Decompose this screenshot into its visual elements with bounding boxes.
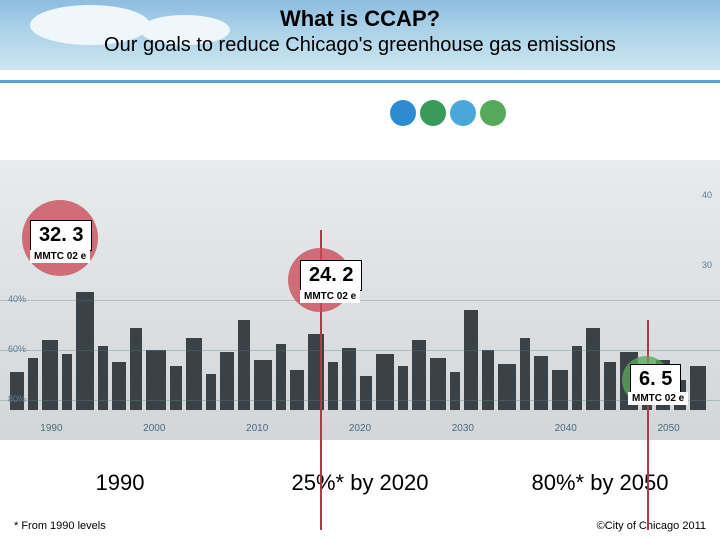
x-year-label: 2050 [617, 423, 720, 434]
building [220, 352, 234, 410]
building [238, 320, 250, 410]
data-value: 32. 3 [30, 220, 92, 251]
y-pct-label: 40% [8, 294, 26, 304]
building [112, 362, 126, 410]
divider-line [0, 80, 720, 83]
bottom-label-1990: 1990 [0, 470, 240, 496]
x-year-label: 2020 [309, 423, 412, 434]
decor-circle [450, 100, 476, 126]
data-unit: MMTC 02 e [30, 250, 90, 263]
footnote: * From 1990 levels [14, 520, 106, 532]
building [450, 372, 460, 410]
building [482, 350, 494, 410]
x-year-label: 2000 [103, 423, 206, 434]
x-year-label: 2010 [206, 423, 309, 434]
building [690, 366, 706, 410]
building [62, 354, 72, 410]
building [28, 358, 38, 410]
data-unit: MMTC 02 e [628, 392, 688, 405]
building [498, 364, 516, 410]
x-year-label: 1990 [0, 423, 103, 434]
data-value: 24. 2 [300, 260, 362, 291]
building [328, 362, 338, 410]
building [130, 328, 142, 410]
y-pct-label: 80% [8, 394, 26, 404]
title-block: What is CCAP? Our goals to reduce Chicag… [0, 6, 720, 57]
building [290, 370, 304, 410]
building [398, 366, 408, 410]
page-title: What is CCAP? [0, 6, 720, 32]
y-right-label: 40 [702, 190, 712, 200]
reduction-line [647, 320, 649, 530]
y-right-label: 30 [702, 260, 712, 270]
decor-circle [420, 100, 446, 126]
x-year-label: 2030 [411, 423, 514, 434]
building [586, 328, 600, 410]
y-gridline [0, 400, 720, 401]
decor-circle [480, 100, 506, 126]
building [534, 356, 548, 410]
building [76, 292, 94, 410]
page-subtitle: Our goals to reduce Chicago's greenhouse… [0, 34, 720, 57]
building [552, 370, 568, 410]
content-area: Percent reduction of emissions Millions … [0, 70, 720, 540]
building [254, 360, 272, 410]
x-axis: 1990200020102020203020402050 [0, 423, 720, 434]
decor-circle [390, 100, 416, 126]
building [464, 310, 478, 410]
building [360, 376, 372, 410]
bottom-label-2020: 25%* by 2020 [240, 470, 480, 496]
bottom-label-2050: 80%* by 2050 [480, 470, 720, 496]
building [376, 354, 394, 410]
bottom-labels: 1990 25%* by 2020 80%* by 2050 [0, 470, 720, 496]
building [206, 374, 216, 410]
copyright: ©City of Chicago 2011 [597, 520, 706, 532]
building [10, 372, 24, 410]
y-pct-label: 60% [8, 344, 26, 354]
data-value: 6. 5 [630, 364, 681, 395]
data-unit: MMTC 02 e [300, 290, 360, 303]
building [604, 362, 616, 410]
building [146, 350, 166, 410]
building [170, 366, 182, 410]
y-gridline [0, 350, 720, 351]
x-year-label: 2040 [514, 423, 617, 434]
decor-circles [390, 100, 506, 126]
building [430, 358, 446, 410]
